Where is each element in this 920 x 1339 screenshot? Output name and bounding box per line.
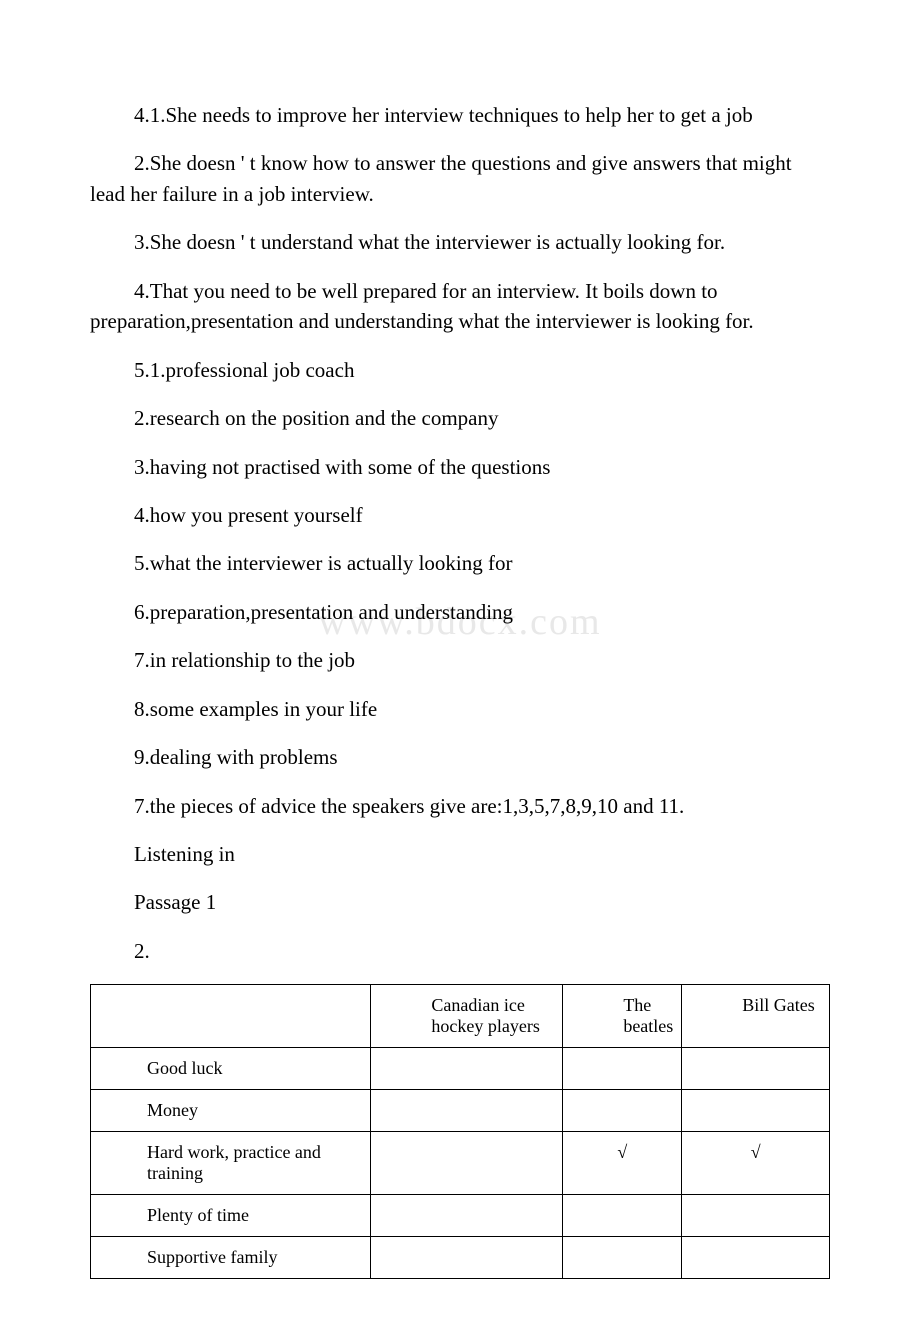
cell	[563, 1195, 682, 1237]
row-label: Hard work, practice and training	[91, 1132, 371, 1195]
paragraph-4-1: 4.1.She needs to improve her interview t…	[90, 100, 830, 130]
paragraph-5-8: 8.some examples in your life	[90, 694, 830, 724]
success-factors-table: Canadian ice hockey players The beatles …	[90, 984, 830, 1279]
paragraph-7: 7.the pieces of advice the speakers give…	[90, 791, 830, 821]
header-canadian: Canadian ice hockey players	[371, 985, 563, 1048]
cell	[682, 1048, 830, 1090]
cell: √	[682, 1132, 830, 1195]
paragraph-5-9: 9.dealing with problems	[90, 742, 830, 772]
header-empty	[91, 985, 371, 1048]
cell	[563, 1237, 682, 1279]
item-2: 2.	[90, 936, 830, 966]
row-label: Money	[91, 1090, 371, 1132]
table-header-row: Canadian ice hockey players The beatles …	[91, 985, 830, 1048]
header-gates: Bill Gates	[682, 985, 830, 1048]
paragraph-5-2: 2.research on the position and the compa…	[90, 403, 830, 433]
cell	[371, 1048, 563, 1090]
paragraph-5-3: 3.having not practised with some of the …	[90, 452, 830, 482]
row-label: Supportive family	[91, 1237, 371, 1279]
paragraph-5-1: 5.1.professional job coach	[90, 355, 830, 385]
table-row: Hard work, practice and training √ √	[91, 1132, 830, 1195]
heading-passage-1: Passage 1	[90, 887, 830, 917]
header-beatles: The beatles	[563, 985, 682, 1048]
row-label: Good luck	[91, 1048, 371, 1090]
paragraph-5-7: 7.in relationship to the job	[90, 645, 830, 675]
paragraph-5-6: 6.preparation,presentation and understan…	[90, 597, 830, 627]
cell	[371, 1090, 563, 1132]
cell: √	[563, 1132, 682, 1195]
cell	[563, 1048, 682, 1090]
cell	[563, 1090, 682, 1132]
cell	[371, 1132, 563, 1195]
cell	[371, 1195, 563, 1237]
table-row: Plenty of time	[91, 1195, 830, 1237]
cell	[682, 1195, 830, 1237]
paragraph-5-5: 5.what the interviewer is actually looki…	[90, 548, 830, 578]
table-row: Good luck	[91, 1048, 830, 1090]
table-row: Supportive family	[91, 1237, 830, 1279]
cell	[371, 1237, 563, 1279]
paragraph-4-2: 2.She doesn ' t know how to answer the q…	[90, 148, 830, 209]
heading-listening-in: Listening in	[90, 839, 830, 869]
paragraph-4-4: 4.That you need to be well prepared for …	[90, 276, 830, 337]
row-label: Plenty of time	[91, 1195, 371, 1237]
table-row: Money	[91, 1090, 830, 1132]
document-content: 4.1.She needs to improve her interview t…	[90, 100, 830, 1279]
paragraph-5-4: 4.how you present yourself	[90, 500, 830, 530]
cell	[682, 1090, 830, 1132]
paragraph-4-3: 3.She doesn ' t understand what the inte…	[90, 227, 830, 257]
cell	[682, 1237, 830, 1279]
